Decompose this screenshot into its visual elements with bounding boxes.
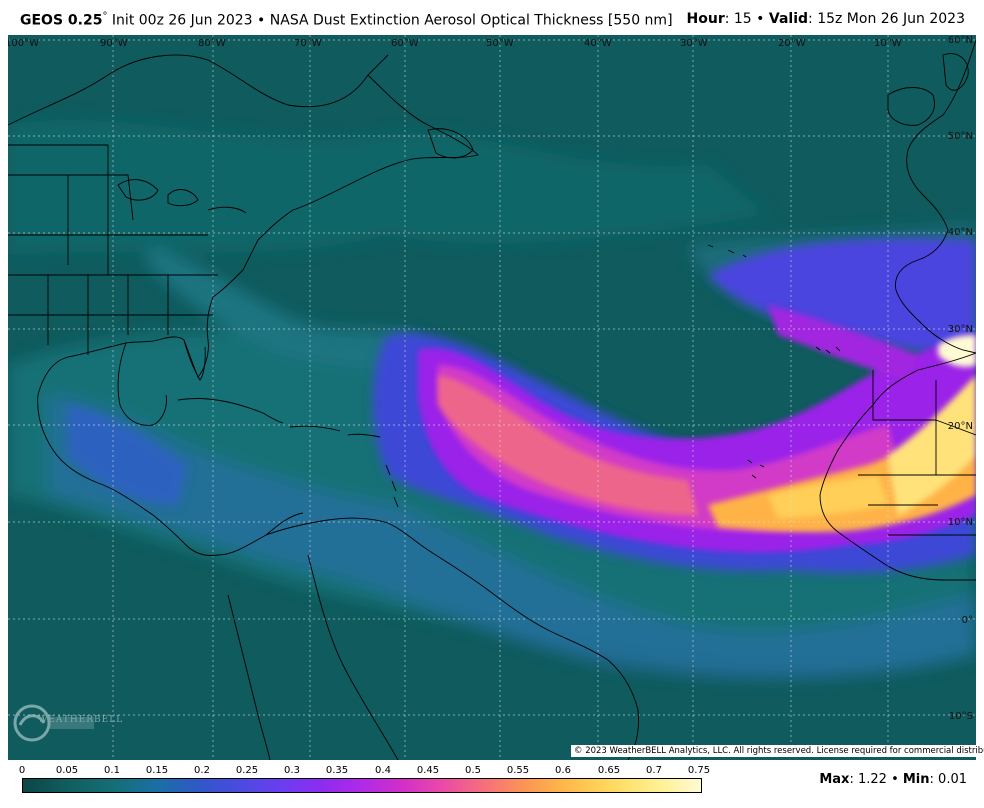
lat-label: 10°N xyxy=(948,517,973,528)
colorbar-tick: 0.65 xyxy=(597,765,621,776)
graticule xyxy=(8,35,976,760)
hour-value: : 15 xyxy=(724,11,752,27)
header-bullet: • xyxy=(257,12,266,29)
lon-label: 80°W xyxy=(198,38,226,49)
colorbar-tick: 0.3 xyxy=(284,765,300,776)
colorbar-tick: 0.15 xyxy=(145,765,169,776)
max-min-stats: Max: 1.22 • Min: 0.01 xyxy=(819,772,967,787)
colorbar-tick: 0.5 xyxy=(465,765,481,776)
colorbar-tick: 0.2 xyxy=(194,765,210,776)
min-label: Min xyxy=(902,772,930,787)
lat-label: 0° xyxy=(962,615,973,626)
lat-label: 20°N xyxy=(948,421,973,432)
lat-label: 50°N xyxy=(948,131,973,142)
colorbar-tick: 0.35 xyxy=(325,765,349,776)
lon-label: 40°W xyxy=(584,38,612,49)
colorbar-tick: 0.7 xyxy=(646,765,662,776)
colorbar-tick: 0.45 xyxy=(416,765,440,776)
colorbar-gradient xyxy=(22,778,702,793)
longitude-labels: 100°W 90°W 80°W 70°W 60°W 50°W 40°W 30°W… xyxy=(8,38,902,49)
colorbar-tick: 0.05 xyxy=(55,765,79,776)
lon-label: 60°W xyxy=(391,38,419,49)
map-canvas: 100°W 90°W 80°W 70°W 60°W 50°W 40°W 30°W… xyxy=(8,35,976,760)
lat-label: 30°N xyxy=(948,324,973,335)
valid-value: : 15z Mon 26 Jun 2023 xyxy=(808,11,965,27)
product-title: NASA Dust Extinction Aerosol Optical Thi… xyxy=(269,12,673,29)
lon-label: 30°W xyxy=(680,38,708,49)
coastlines xyxy=(8,39,976,760)
latitude-labels: 60°N 50°N 40°N 30°N 20°N 10°N 0° 10°S xyxy=(948,35,973,722)
lon-label: 90°W xyxy=(100,38,128,49)
lat-label: 10°S xyxy=(949,711,973,722)
map-panel[interactable]: 100°W 90°W 80°W 70°W 60°W 50°W 40°W 30°W… xyxy=(8,35,976,760)
aot-peak-field xyxy=(438,335,976,533)
header-left: GEOS 0.25° Init 00z 26 Jun 2023 • NASA D… xyxy=(20,11,673,29)
weatherbell-logo-icon: WEATHERBELL xyxy=(12,703,122,743)
colorbar-tick: 0.4 xyxy=(375,765,391,776)
colorbar-ticks: 0 0.05 0.1 0.15 0.2 0.25 0.3 0.35 0.4 0.… xyxy=(18,765,710,777)
header-bullet-2: • xyxy=(756,11,765,27)
lon-label: 70°W xyxy=(294,38,322,49)
lon-label: 100°W xyxy=(8,38,39,49)
colorbar: 0 0.05 0.1 0.15 0.2 0.25 0.3 0.35 0.4 0.… xyxy=(0,762,984,808)
lon-label: 50°W xyxy=(486,38,514,49)
stats-bullet: • xyxy=(891,772,899,787)
model-degree: ° xyxy=(102,11,108,22)
map-header: GEOS 0.25° Init 00z 26 Jun 2023 • NASA D… xyxy=(0,0,984,34)
colorbar-tick: 0.1 xyxy=(104,765,120,776)
colorbar-tick: 0.6 xyxy=(555,765,571,776)
model-name: GEOS 0.25 xyxy=(20,12,103,29)
valid-label: Valid xyxy=(768,11,809,27)
logo-text: WEATHERBELL xyxy=(38,715,124,725)
min-value: : 0.01 xyxy=(929,772,967,787)
lat-label: 60°N xyxy=(948,35,973,46)
colorbar-tick: 0.55 xyxy=(506,765,530,776)
header-right: Hour: 15 • Valid: 15z Mon 26 Jun 2023 xyxy=(687,11,965,27)
lat-label: 40°N xyxy=(948,227,973,238)
lon-label: 20°W xyxy=(778,38,806,49)
colorbar-tick: 0 xyxy=(18,765,26,776)
max-label: Max xyxy=(819,772,850,787)
init-time: Init 00z 26 Jun 2023 xyxy=(111,12,253,29)
colorbar-tick: 0.25 xyxy=(235,765,259,776)
lon-label: 10°W xyxy=(874,38,902,49)
copyright-notice: © 2023 WeatherBELL Analytics, LLC. All r… xyxy=(571,745,984,757)
colorbar-tick: 0.75 xyxy=(687,765,711,776)
hour-label: Hour xyxy=(686,11,725,27)
max-value: : 1.22 xyxy=(849,772,887,787)
